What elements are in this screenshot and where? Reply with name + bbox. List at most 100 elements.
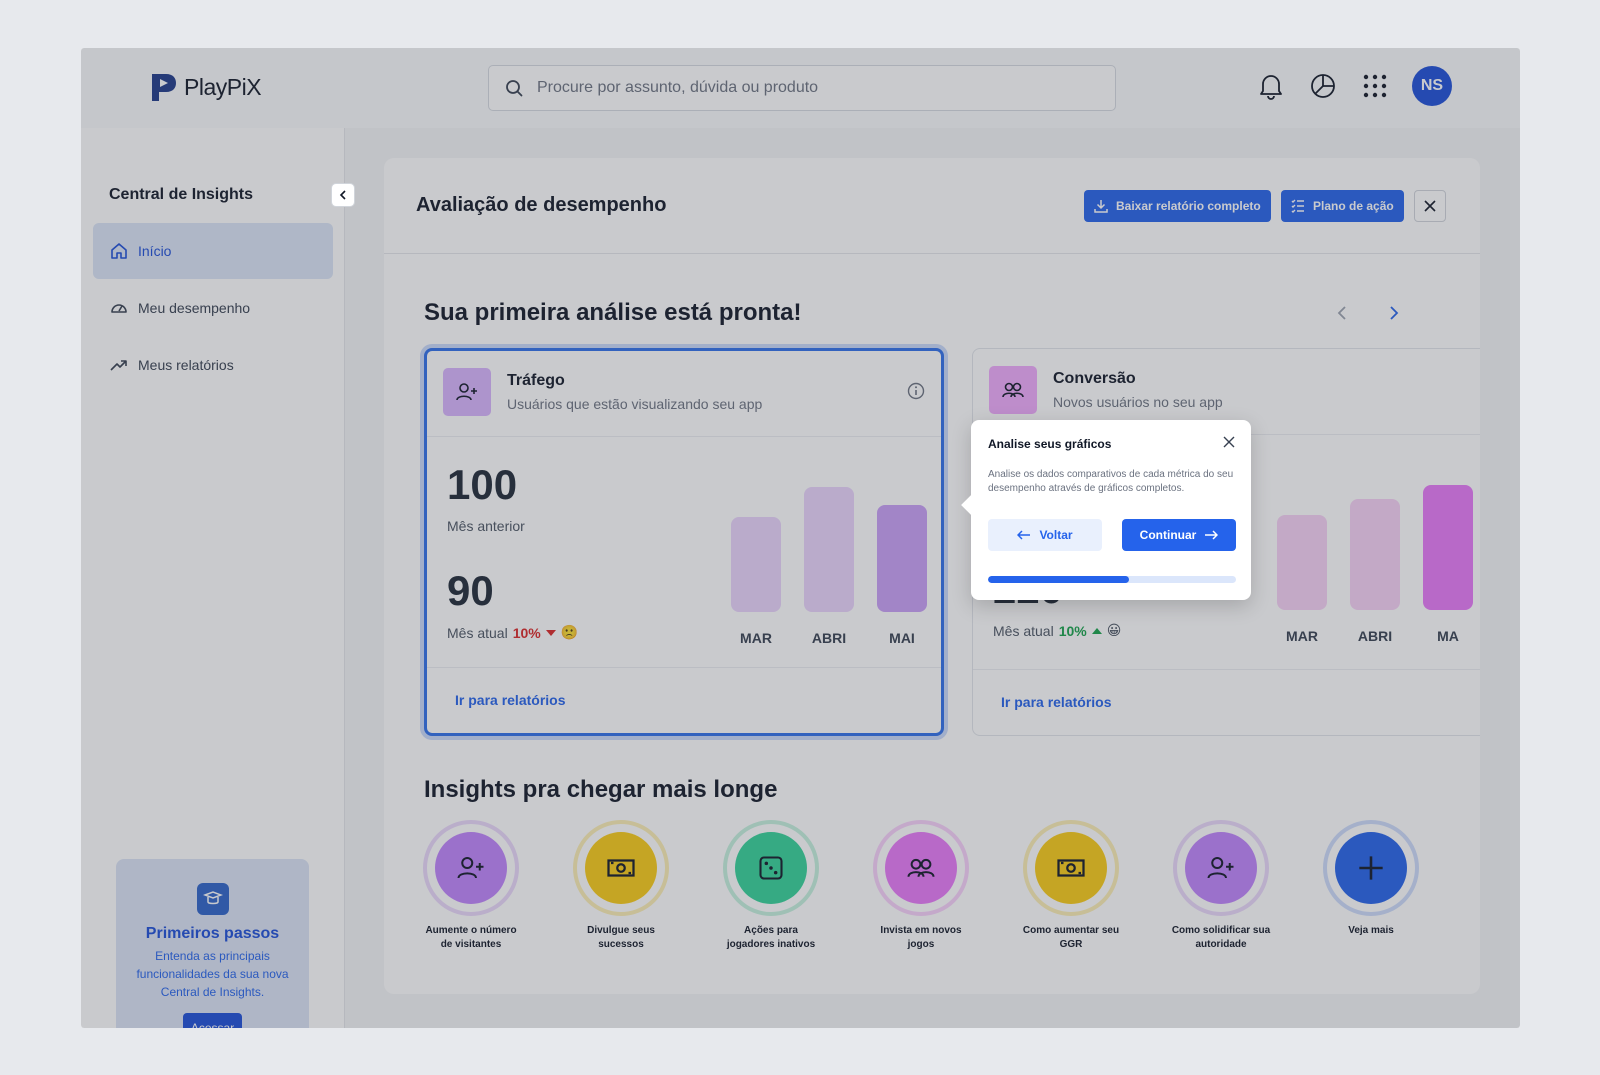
insight-item[interactable]: Veja mais [1311,820,1431,938]
app-name: PlayPiX [184,74,262,100]
change-value: 10% [1058,622,1087,639]
action-plan-button[interactable]: Plano de ação [1281,190,1404,222]
sidebar-item-label: Meus relatórios [138,357,234,373]
access-button[interactable]: Acessar [182,1013,243,1028]
cash-icon [1035,832,1107,904]
reports-link[interactable]: Ir para relatórios [1001,694,1112,710]
first-steps-card: Primeiros passos Entenda as principais f… [116,859,309,1028]
collapse-sidebar-button[interactable] [331,183,355,207]
panel-title: Avaliação de desempenho [416,194,667,216]
home-icon [111,243,127,259]
pie-chart-icon[interactable] [1308,71,1338,101]
sidebar-item-meu-desempenho[interactable]: Meu desempenho [93,280,333,336]
reports-link[interactable]: Ir para relatórios [455,692,566,708]
tour-popover: Analise seus gráficos Analise os dados c… [971,420,1251,600]
popover-title: Analise seus gráficos [988,437,1112,451]
back-button[interactable]: Voltar [988,519,1102,551]
close-icon [1424,200,1436,212]
insight-item[interactable]: Aumente o número de visitantes [411,820,531,952]
logo[interactable]: PlayPiX [150,72,262,103]
insight-item[interactable]: Como solidificar sua autoridade [1161,820,1281,952]
avatar[interactable]: NS [1412,66,1452,106]
carousel-next-button[interactable] [1384,303,1404,323]
card-footer: Ir para relatórios [427,667,941,733]
insight-ring[interactable] [873,820,969,916]
chart-bar [1423,485,1473,610]
insight-ring[interactable] [1323,820,1419,916]
chart-bar [731,517,781,612]
chevron-left-icon [1337,306,1346,320]
action-plan-label: Plano de ação [1313,199,1394,213]
plus-icon [1335,832,1407,904]
chevron-left-icon [339,190,346,200]
app-window: PlayPiX Procure por assunto, dúvida ou p… [81,48,1520,1028]
search-bar[interactable]: Procure por assunto, dúvida ou produto [488,65,1116,111]
current-value: 90 [447,567,494,614]
arrow-left-icon [1017,530,1031,540]
insight-label: Divulgue seus sucessos [587,925,655,950]
continue-button[interactable]: Continuar [1122,519,1236,551]
insight-ring[interactable] [723,820,819,916]
insight-item[interactable]: Ações para jogadores inativos [711,820,831,952]
sad-face-icon: 🙁 [560,624,579,640]
download-icon [1094,200,1108,213]
insight-item[interactable]: Divulgue seus sucessos [561,820,681,952]
users-icon [885,832,957,904]
chart-bar [1350,499,1400,610]
current-label-row: Mês atual 10% 🙁 [447,624,578,641]
insight-ring[interactable] [573,820,669,916]
caret-up-icon [1091,627,1102,634]
main-content: Avaliação de desempenho Baixar relatório… [345,128,1520,1028]
arrow-right-icon [1205,530,1219,540]
playpix-logo-icon [150,72,178,103]
close-panel-button[interactable] [1414,190,1446,222]
performance-panel: Avaliação de desempenho Baixar relatório… [384,158,1480,994]
insight-ring[interactable] [1023,820,1119,916]
bell-icon[interactable] [1256,71,1286,101]
user-plus-icon [435,832,507,904]
top-bar: PlayPiX Procure por assunto, dúvida ou p… [81,48,1520,128]
chevron-right-icon [1390,306,1399,320]
sidebar: Central de Insights Início Meu desempenh… [81,128,355,1028]
download-report-button[interactable]: Baixar relatório completo [1084,190,1271,222]
users-icon [989,366,1037,414]
current-label-row: Mês atual 10% 😀 [993,622,1121,639]
insight-item[interactable]: Como aumentar seu GGR [1011,820,1131,952]
user-plus-icon [443,368,491,416]
traffic-card[interactable]: Tráfego Usuários que estão visualizando … [424,348,944,736]
promo-text: Entenda as principais funcionalidades da… [136,949,289,999]
card-subtitle: Novos usuários no seu app [1053,394,1223,410]
sidebar-item-inicio[interactable]: Início [93,223,333,279]
info-icon[interactable] [907,382,925,400]
card-header: Tráfego Usuários que estão visualizando … [427,351,941,437]
insight-ring[interactable] [1173,820,1269,916]
sidebar-item-meus-relatorios[interactable]: Meus relatórios [93,337,333,393]
happy-face-icon: 😀 [1106,622,1122,638]
chart-month-label: ABRI [811,630,847,646]
tour-progress-bar [988,576,1236,583]
sidebar-title: Central de Insights [109,186,254,203]
chart-month-label: MA [1437,628,1459,644]
chart-month-label: MAI [889,630,915,646]
insight-ring[interactable] [423,820,519,916]
chart-month-label: ABRI [1357,628,1393,644]
search-input[interactable]: Procure por assunto, dúvida ou produto [537,79,819,96]
card-title: Tráfego [507,372,565,389]
apps-grid-icon[interactable] [1360,71,1390,101]
previous-label: Mês anterior [447,518,525,534]
analysis-title: Sua primeira análise está pronta! [424,299,802,326]
tour-progress-fill [988,576,1130,583]
checklist-icon [1291,199,1304,213]
insight-item[interactable]: Invista em novos jogos [861,820,981,952]
search-icon [506,80,523,97]
current-label: Mês atual [993,622,1054,639]
chart-month-label: MAR [1286,628,1318,644]
graduation-icon [196,883,229,915]
carousel-prev-button[interactable] [1332,303,1352,323]
back-label: Voltar [1039,528,1073,542]
promo-title: Primeiros passos [145,925,280,942]
change-value: 10% [512,624,541,641]
user-plus-icon [1185,832,1257,904]
card-footer: Ir para relatórios [973,669,1480,735]
close-icon[interactable] [1223,436,1235,448]
